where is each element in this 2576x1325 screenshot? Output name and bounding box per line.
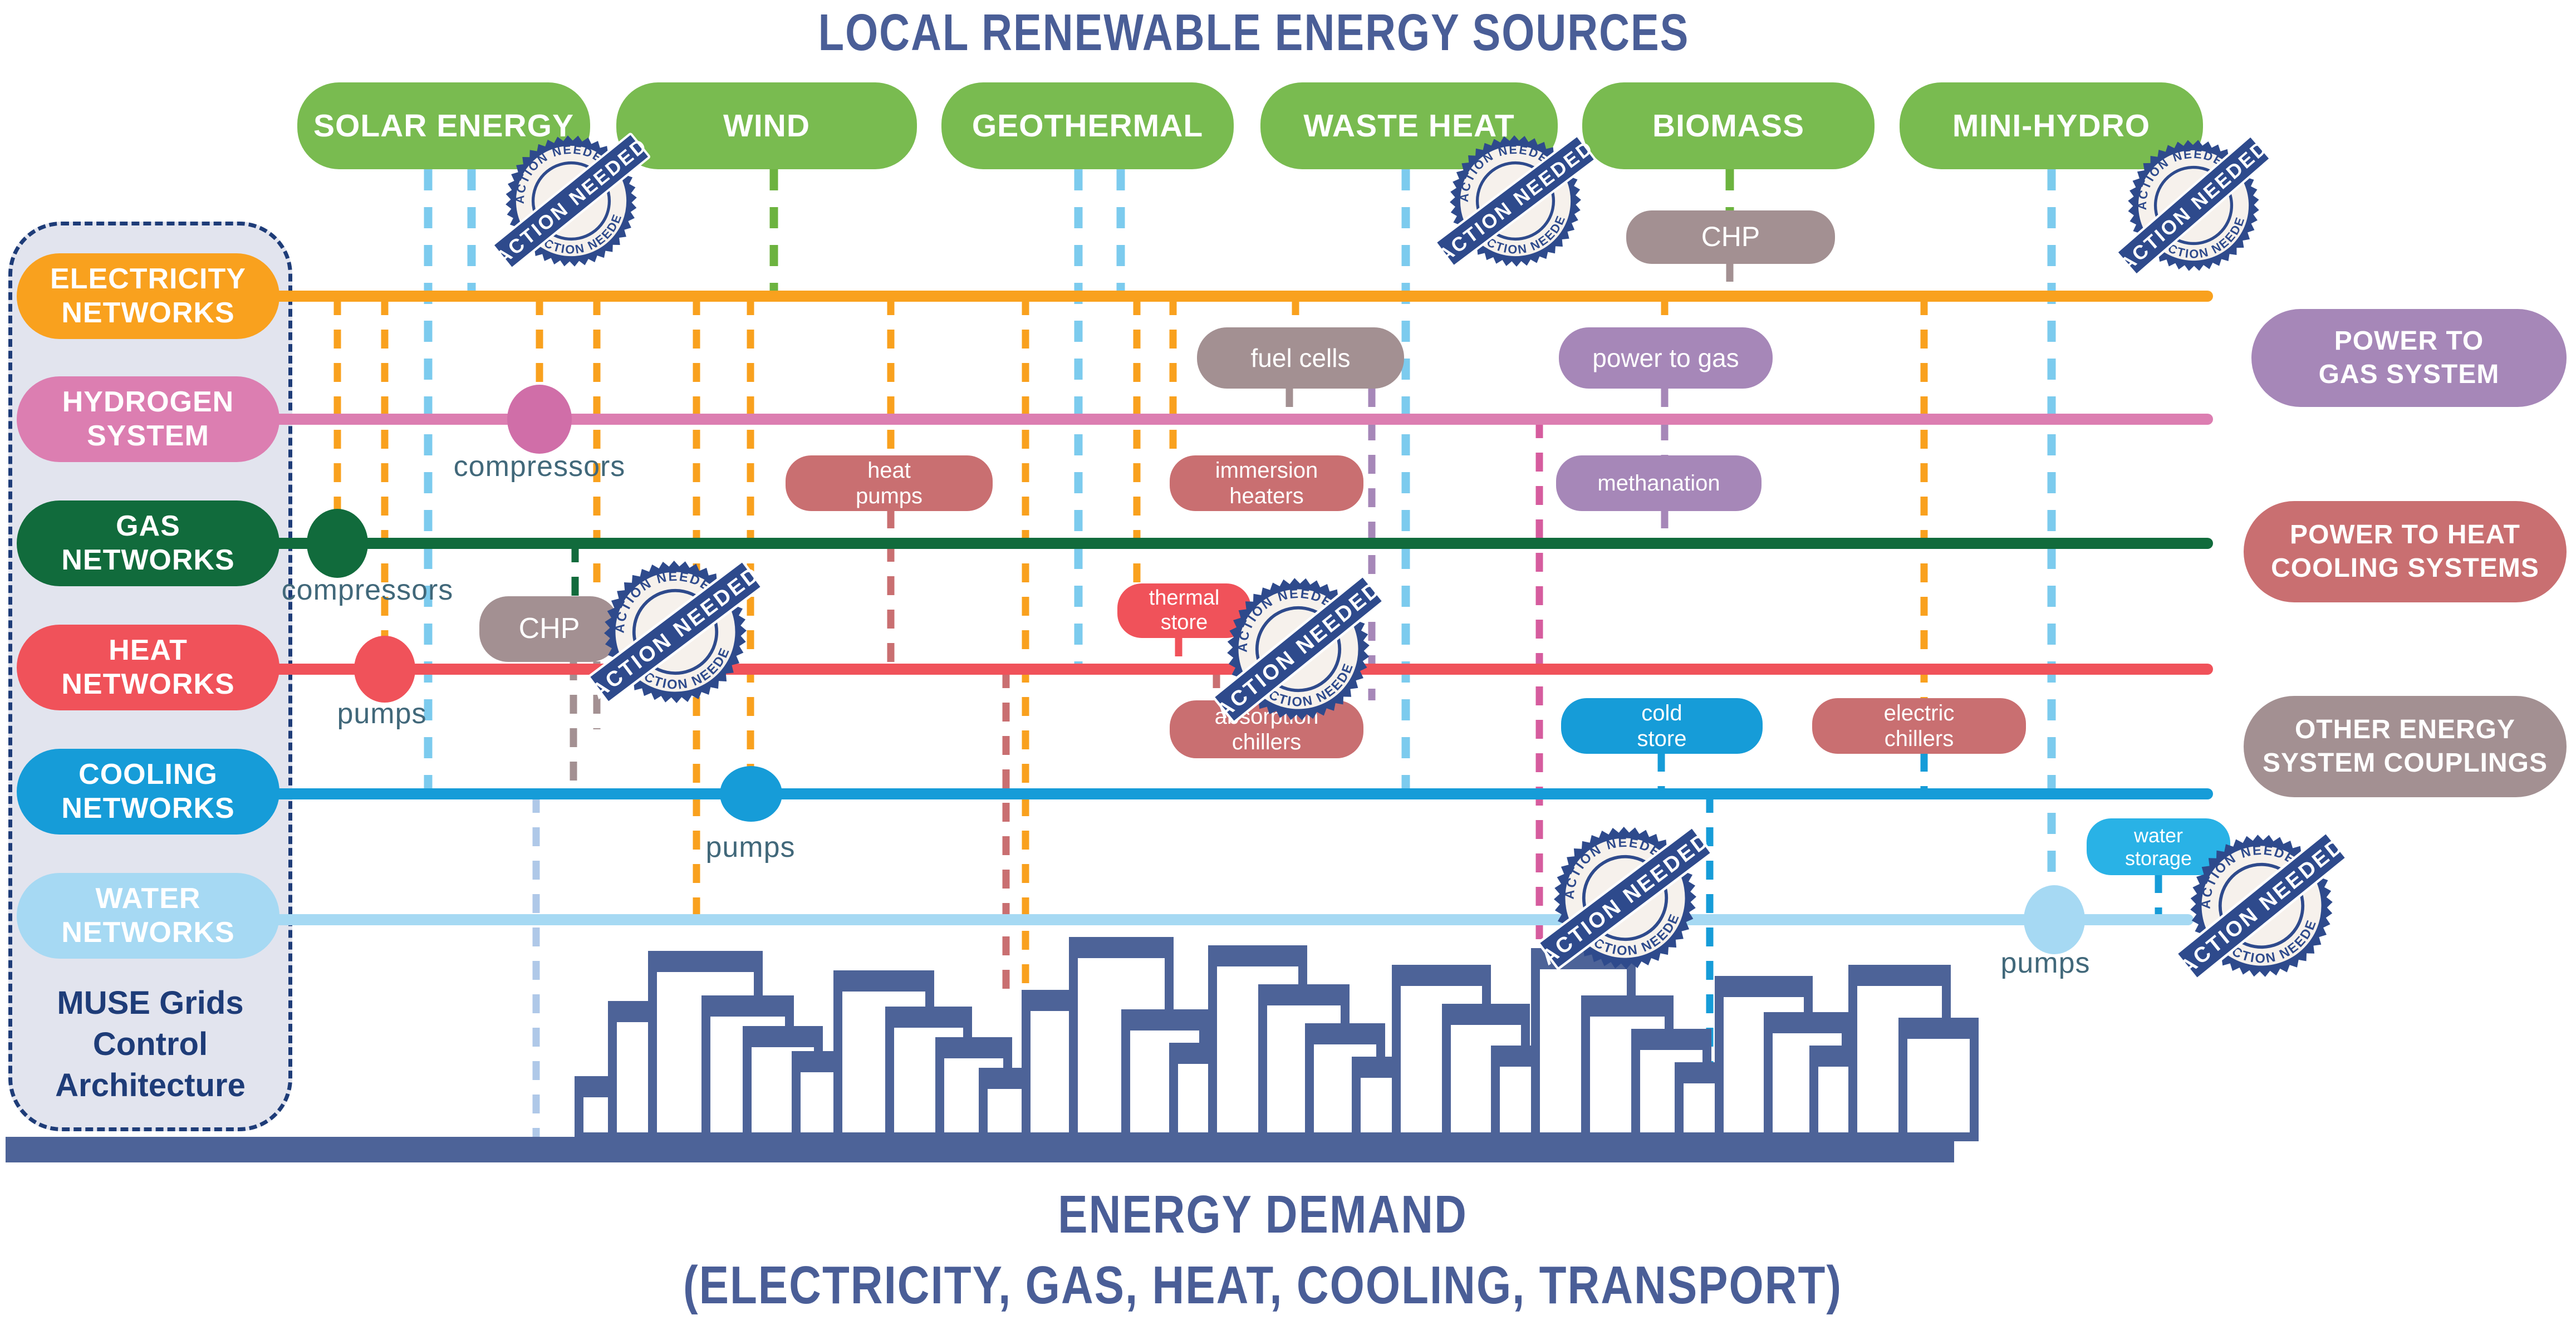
component-pill-thermal-store: thermal store [1117, 583, 1251, 638]
legend-pill-power-to-gas-system: POWER TO GAS SYSTEM [2251, 309, 2567, 407]
source-pill-geothermal: GEOTHERMAL [941, 82, 1234, 169]
node-label-compressors: compressors [281, 574, 454, 606]
energy-demand-line2: (ELECTRICITY, GAS, HEAT, COOLING, TRANSP… [683, 1255, 1843, 1315]
skyline-building [1898, 1018, 1979, 1141]
skyline-building-cap [935, 1037, 1012, 1058]
skyline-building-cap [1121, 1009, 1208, 1030]
skyline-building-cap [1715, 976, 1813, 997]
network-pill-electricity-networks: ELECTRICITY NETWORKS [17, 253, 279, 339]
node-label-pumps: pumps [705, 831, 796, 863]
component-pill-methanation: methanation [1556, 455, 1762, 511]
source-pill-biomass: BIOMASS [1582, 82, 1875, 169]
skyline-building-cap [833, 970, 934, 992]
network-pill-heat-networks: HEAT NETWORKS [17, 625, 279, 710]
skyline-building-cap [1392, 965, 1491, 986]
source-pill-wind: WIND [616, 82, 917, 169]
skyline-building-cap [1898, 1018, 1979, 1039]
component-pill-power-to-gas: power to gas [1559, 327, 1773, 389]
skyline-building-cap [1442, 1004, 1530, 1025]
node-circle [307, 509, 368, 578]
component-pill-cold-store: cold store [1561, 698, 1763, 754]
network-pill-water-networks: WATER NETWORKS [17, 873, 279, 959]
node-label-pumps: pumps [2000, 947, 2091, 979]
source-pill-waste-heat: WASTE HEAT [1260, 82, 1558, 169]
skyline-building-cap [1531, 948, 1636, 969]
node-circle [507, 385, 572, 454]
page-title: LOCAL RENEWABLE ENERGY SOURCES [818, 4, 1690, 62]
energy-demand-line1: ENERGY DEMAND [1058, 1184, 1468, 1244]
skyline-building-cap [1848, 965, 1951, 986]
node-circle [354, 636, 415, 703]
node-circle [720, 766, 782, 822]
skyline-building-cap [885, 1007, 972, 1028]
skyline-building-cap [1305, 1023, 1385, 1044]
component-pill-chp: CHP [1626, 210, 1835, 264]
skyline-building-cap [1069, 937, 1174, 958]
skyline-building-cap [1208, 945, 1307, 966]
component-pill-electric-chillers: electric chillers [1812, 698, 2026, 754]
component-pill-absorption-chillers: absorption chillers [1170, 700, 1363, 758]
network-pill-cooling-networks: COOLING NETWORKS [17, 749, 279, 835]
skyline-building-cap [1631, 1029, 1711, 1050]
component-pill-fuel-cells: fuel cells [1197, 327, 1404, 389]
component-pill-water-storage: water storage [2087, 818, 2230, 875]
component-pill-immersion-heaters: immersion heaters [1170, 455, 1363, 511]
source-pill-solar-energy: SOLAR ENERGY [297, 82, 590, 169]
skyline-building-cap [743, 1026, 823, 1047]
component-pill-chp: CHP [479, 596, 619, 662]
energy-demand-caption: ENERGY DEMAND (ELECTRICITY, GAS, HEAT, C… [483, 1179, 2042, 1320]
skyline-building-cap [701, 995, 794, 1017]
network-pill-hydrogen-system: HYDROGEN SYSTEM [17, 376, 279, 462]
skyline-building-cap [1258, 984, 1350, 1005]
node-circle [2024, 885, 2085, 954]
component-pill-heat-pumps: heat pumps [786, 455, 993, 511]
source-pill-mini-hydro: MINI-HYDRO [1900, 82, 2203, 169]
skyline-building-cap [1581, 995, 1674, 1017]
skyline-building-cap [648, 951, 763, 972]
network-pill-gas-networks: GAS NETWORKS [17, 500, 279, 586]
node-label-pumps: pumps [337, 698, 427, 730]
muse-label: MUSE Grids Control Architecture [55, 985, 246, 1104]
skyline-building-cap [1764, 1012, 1851, 1033]
skyline-baseline [6, 1137, 1954, 1162]
legend-pill-power-to-heat-cooling-systems: POWER TO HEAT COOLING SYSTEMS [2244, 501, 2567, 602]
node-label-compressors: compressors [453, 450, 626, 483]
legend-pill-other-energy-system-couplings: OTHER ENERGY SYSTEM COUPLINGS [2244, 696, 2567, 797]
